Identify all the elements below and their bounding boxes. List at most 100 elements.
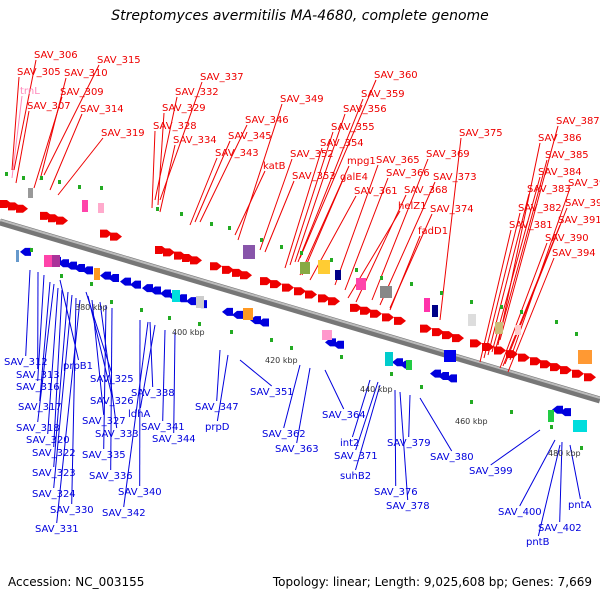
position-tick (156, 207, 159, 211)
gene-label-sav_354: SAV_354 (320, 138, 364, 149)
reverse-gene-arrow (108, 274, 119, 283)
leader-line-sav_328 (151, 130, 156, 209)
forward-gene-arrow (470, 339, 482, 348)
position-tick (78, 185, 81, 189)
leader-line-fadd1 (389, 235, 421, 311)
position-tick (260, 238, 263, 242)
gene-label-sav_318: SAV_318 (16, 423, 60, 434)
gene-label-sav_371: SAV_371 (334, 451, 378, 462)
leader-line-sav_351 (239, 359, 273, 387)
gene-label-sav_369: SAV_369 (426, 149, 470, 160)
reverse-gene-arrow (66, 261, 77, 270)
gene-label-sav_365: SAV_365 (376, 155, 420, 166)
position-tick (420, 385, 423, 389)
leader-line-sav_347 (216, 349, 221, 402)
leader-line-sav_364 (324, 369, 345, 410)
reverse-gene-arrow (20, 247, 31, 256)
gene-label-sav_342: SAV_342 (102, 508, 146, 519)
forward-gene-arrow (394, 316, 406, 325)
gene-label-sav_323: SAV_323 (32, 468, 76, 479)
forward-gene-arrow (190, 256, 202, 265)
gene-label-sav_316: SAV_316 (16, 382, 60, 393)
feature-block (444, 350, 456, 362)
gene-label-sav_366: SAV_366 (386, 168, 430, 179)
leader-line-sav_335 (103, 304, 107, 450)
leader-line-trnl (11, 95, 23, 179)
position-tick (230, 330, 233, 334)
feature-block (16, 250, 19, 262)
gene-label-sav_315: SAV_315 (97, 55, 141, 66)
map-title: Streptomyces avermitilis MA-4680, comple… (111, 8, 489, 24)
leader-line-sav_307 (15, 110, 30, 184)
leader-line-sav_306 (13, 59, 37, 171)
position-tick (410, 282, 413, 286)
reverse-gene-arrow (222, 307, 233, 316)
gene-label-sav_392: SAV_392 (565, 198, 600, 209)
gene-label-sav_345: SAV_345 (228, 131, 272, 142)
gene-label-sav_313: SAV_313 (16, 370, 60, 381)
gene-label-sav_335: SAV_335 (82, 450, 126, 461)
forward-gene-arrow (482, 342, 494, 351)
leader-line-sav_312 (25, 269, 31, 357)
leader-line-sav_330 (71, 297, 77, 505)
gene-label-sav_352: SAV_352 (290, 149, 334, 160)
forward-gene-arrow (260, 277, 272, 286)
position-tick (300, 251, 303, 255)
position-tick (470, 400, 473, 404)
gene-label-sav_334: SAV_334 (173, 135, 217, 146)
gene-label-sav_378: SAV_378 (386, 501, 430, 512)
leader-line-sav_310 (39, 77, 67, 181)
gene-label-katb: katB (263, 161, 286, 172)
reverse-gene-arrow (392, 358, 403, 367)
leader-line-sav_309 (33, 96, 63, 189)
forward-gene-arrow (560, 366, 572, 375)
feature-block (515, 325, 521, 335)
gene-label-prpd: prpD (205, 422, 230, 433)
position-tick (30, 248, 33, 252)
gene-label-sav_340: SAV_340 (118, 487, 162, 498)
position-tick (5, 172, 8, 176)
forward-gene-arrow (270, 280, 282, 289)
gene-label-sav_347: SAV_347 (195, 402, 239, 413)
reverse-gene-arrow (438, 371, 449, 380)
leader-line-sav_346 (199, 124, 248, 223)
leader-line-sav_361 (309, 195, 357, 281)
gene-label-sav_314: SAV_314 (80, 104, 124, 115)
forward-gene-arrow (240, 271, 252, 280)
leader-line-sav_359 (297, 98, 364, 263)
leader-line-sav_345 (194, 140, 231, 223)
feature-block (406, 360, 412, 370)
leader-line-sav_360 (299, 79, 377, 259)
leader-line-sav_326 (87, 295, 113, 396)
gene-label-sav_362: SAV_362 (262, 429, 306, 440)
gene-label-sav_319: SAV_319 (101, 128, 145, 139)
leader-line-prpd (216, 354, 229, 422)
genome-backbone (0, 218, 600, 404)
gene-label-sav_327: SAV_327 (82, 416, 126, 427)
position-tick (330, 258, 333, 262)
gene-label-sav_330: SAV_330 (50, 505, 94, 516)
gene-label-sav_361: SAV_361 (354, 186, 398, 197)
feature-block (548, 410, 554, 422)
feature-block (94, 268, 100, 280)
position-tick (380, 276, 383, 280)
position-tick (90, 282, 93, 286)
gene-label-sav_379: SAV_379 (387, 438, 431, 449)
position-tick (440, 291, 443, 295)
position-tick (228, 226, 231, 230)
forward-gene-arrow (540, 360, 552, 369)
feature-block (318, 260, 330, 274)
gene-label-sav_349: SAV_349 (280, 94, 324, 105)
feature-block (380, 286, 392, 298)
feature-block (44, 255, 52, 267)
leader-line-sav_319 (57, 137, 104, 196)
gene-label-trnl: trnL (20, 86, 40, 97)
leader-line-sav_329 (157, 112, 165, 206)
kbp-mark-480-kbp: 480 kbp (548, 449, 581, 458)
gene-label-sav_312: SAV_312 (4, 357, 48, 368)
gene-label-sav_386: SAV_386 (538, 133, 582, 144)
forward-gene-arrow (16, 204, 28, 213)
gene-label-sav_356: SAV_356 (343, 104, 387, 115)
gene-label-sav_381: SAV_381 (509, 220, 553, 231)
